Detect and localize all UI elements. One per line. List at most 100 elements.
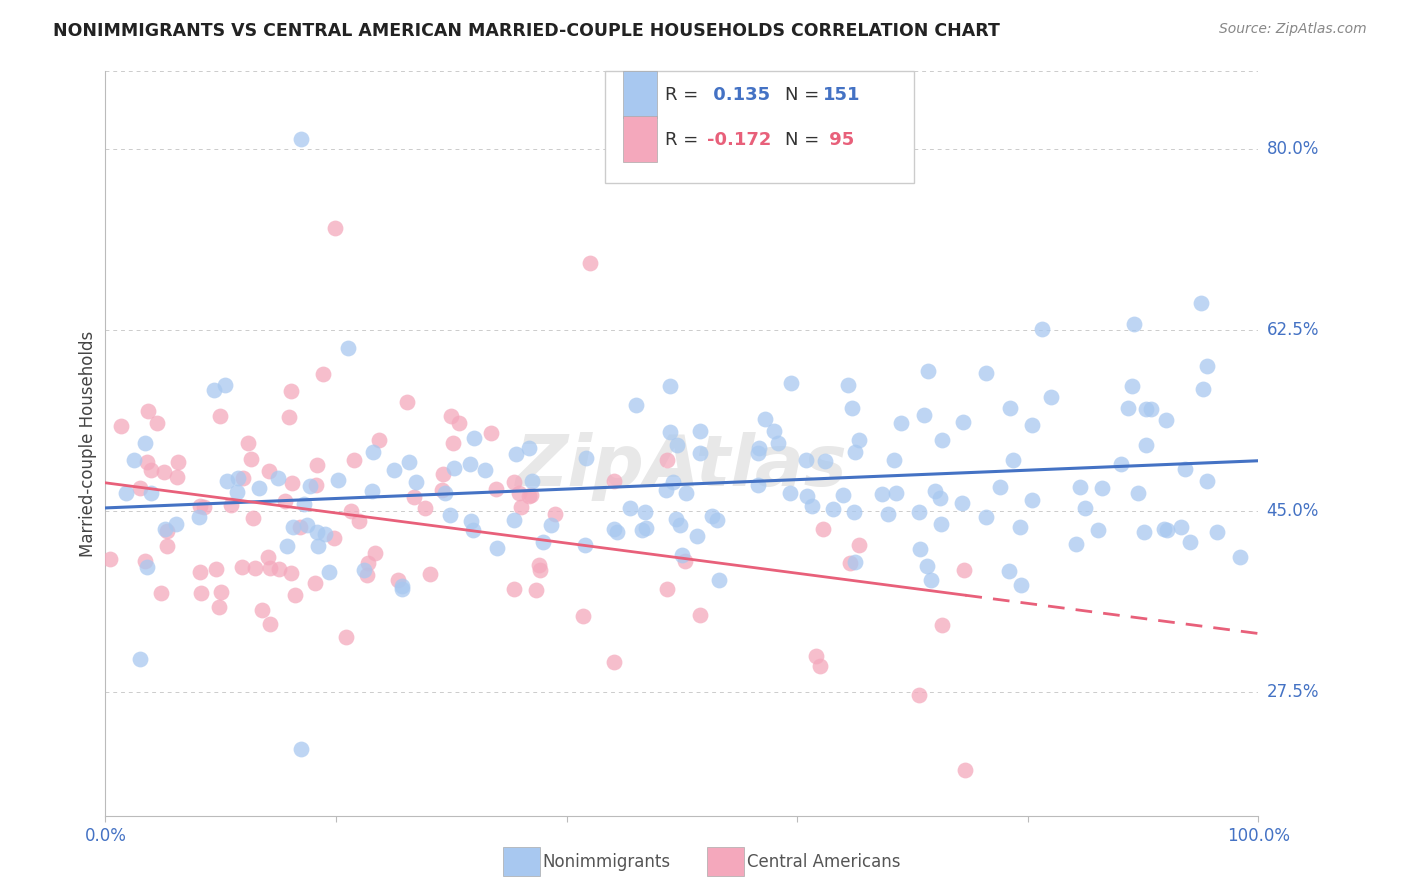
- Point: [347, 514, 370, 528]
- Point: [307, 524, 329, 539]
- Text: R =: R =: [665, 87, 704, 104]
- Point: [907, 505, 929, 519]
- Point: [1069, 480, 1091, 494]
- Point: [505, 447, 527, 461]
- Point: [396, 395, 419, 409]
- Point: [890, 417, 912, 431]
- Point: [1135, 401, 1157, 416]
- Point: [837, 378, 859, 392]
- Point: [134, 435, 156, 450]
- Point: [141, 463, 163, 477]
- Point: [754, 411, 776, 425]
- Point: [202, 383, 225, 397]
- Point: [166, 470, 188, 484]
- Point: [669, 518, 692, 533]
- Point: [387, 573, 409, 587]
- Point: [433, 486, 456, 500]
- Point: [631, 524, 654, 538]
- Point: [1116, 401, 1139, 416]
- Point: [529, 563, 551, 577]
- Point: [432, 467, 454, 482]
- Point: [242, 510, 264, 524]
- Text: N =: N =: [785, 131, 824, 149]
- Point: [808, 659, 831, 673]
- Point: [520, 488, 543, 502]
- Text: 95: 95: [823, 131, 853, 149]
- Point: [226, 470, 249, 484]
- Point: [814, 454, 837, 468]
- Point: [928, 491, 950, 505]
- Point: [675, 485, 697, 500]
- Point: [439, 409, 461, 423]
- Point: [165, 517, 187, 532]
- Point: [276, 540, 298, 554]
- Y-axis label: Married-couple Households: Married-couple Households: [79, 331, 97, 557]
- Point: [280, 566, 302, 580]
- Point: [877, 508, 900, 522]
- Point: [920, 574, 942, 588]
- Point: [955, 763, 977, 777]
- Point: [1135, 438, 1157, 452]
- Point: [842, 506, 865, 520]
- Text: Source: ZipAtlas.com: Source: ZipAtlas.com: [1219, 22, 1367, 37]
- Text: 27.5%: 27.5%: [1267, 683, 1319, 701]
- Point: [844, 555, 866, 569]
- Point: [659, 425, 682, 440]
- Point: [1021, 417, 1043, 432]
- Point: [405, 475, 427, 489]
- Point: [204, 561, 226, 575]
- Point: [136, 559, 159, 574]
- Point: [848, 538, 870, 552]
- Point: [402, 491, 425, 505]
- Point: [578, 256, 600, 270]
- Point: [240, 452, 263, 467]
- Point: [953, 563, 976, 577]
- Point: [474, 463, 496, 477]
- Point: [318, 565, 340, 579]
- Point: [912, 409, 935, 423]
- Point: [689, 608, 711, 623]
- Point: [304, 575, 326, 590]
- Point: [748, 442, 770, 456]
- Point: [931, 517, 953, 532]
- Point: [153, 465, 176, 479]
- Point: [193, 500, 215, 515]
- Point: [503, 582, 526, 596]
- Point: [689, 445, 711, 459]
- Point: [575, 451, 598, 466]
- Point: [364, 546, 387, 560]
- Point: [284, 588, 307, 602]
- Point: [208, 599, 231, 614]
- Point: [950, 495, 973, 509]
- Point: [1205, 524, 1227, 539]
- Point: [1189, 296, 1212, 310]
- Point: [796, 489, 818, 503]
- Point: [485, 541, 508, 555]
- Point: [766, 436, 789, 450]
- Point: [508, 485, 530, 500]
- Point: [524, 582, 547, 597]
- Point: [634, 521, 657, 535]
- Point: [520, 474, 543, 488]
- Point: [382, 462, 405, 476]
- Point: [290, 131, 312, 145]
- Point: [602, 522, 624, 536]
- Text: N =: N =: [785, 87, 824, 104]
- Point: [357, 557, 380, 571]
- Point: [259, 617, 281, 632]
- Point: [747, 445, 769, 459]
- Point: [689, 425, 711, 439]
- Point: [238, 435, 260, 450]
- Point: [215, 474, 238, 488]
- Point: [686, 529, 709, 543]
- Point: [1180, 535, 1202, 549]
- Point: [1126, 485, 1149, 500]
- Point: [280, 384, 302, 399]
- Point: [1010, 520, 1032, 534]
- Point: [361, 483, 384, 498]
- Point: [574, 538, 596, 552]
- Point: [838, 556, 860, 570]
- Point: [1000, 401, 1022, 415]
- Point: [139, 485, 162, 500]
- Text: 151: 151: [823, 87, 860, 104]
